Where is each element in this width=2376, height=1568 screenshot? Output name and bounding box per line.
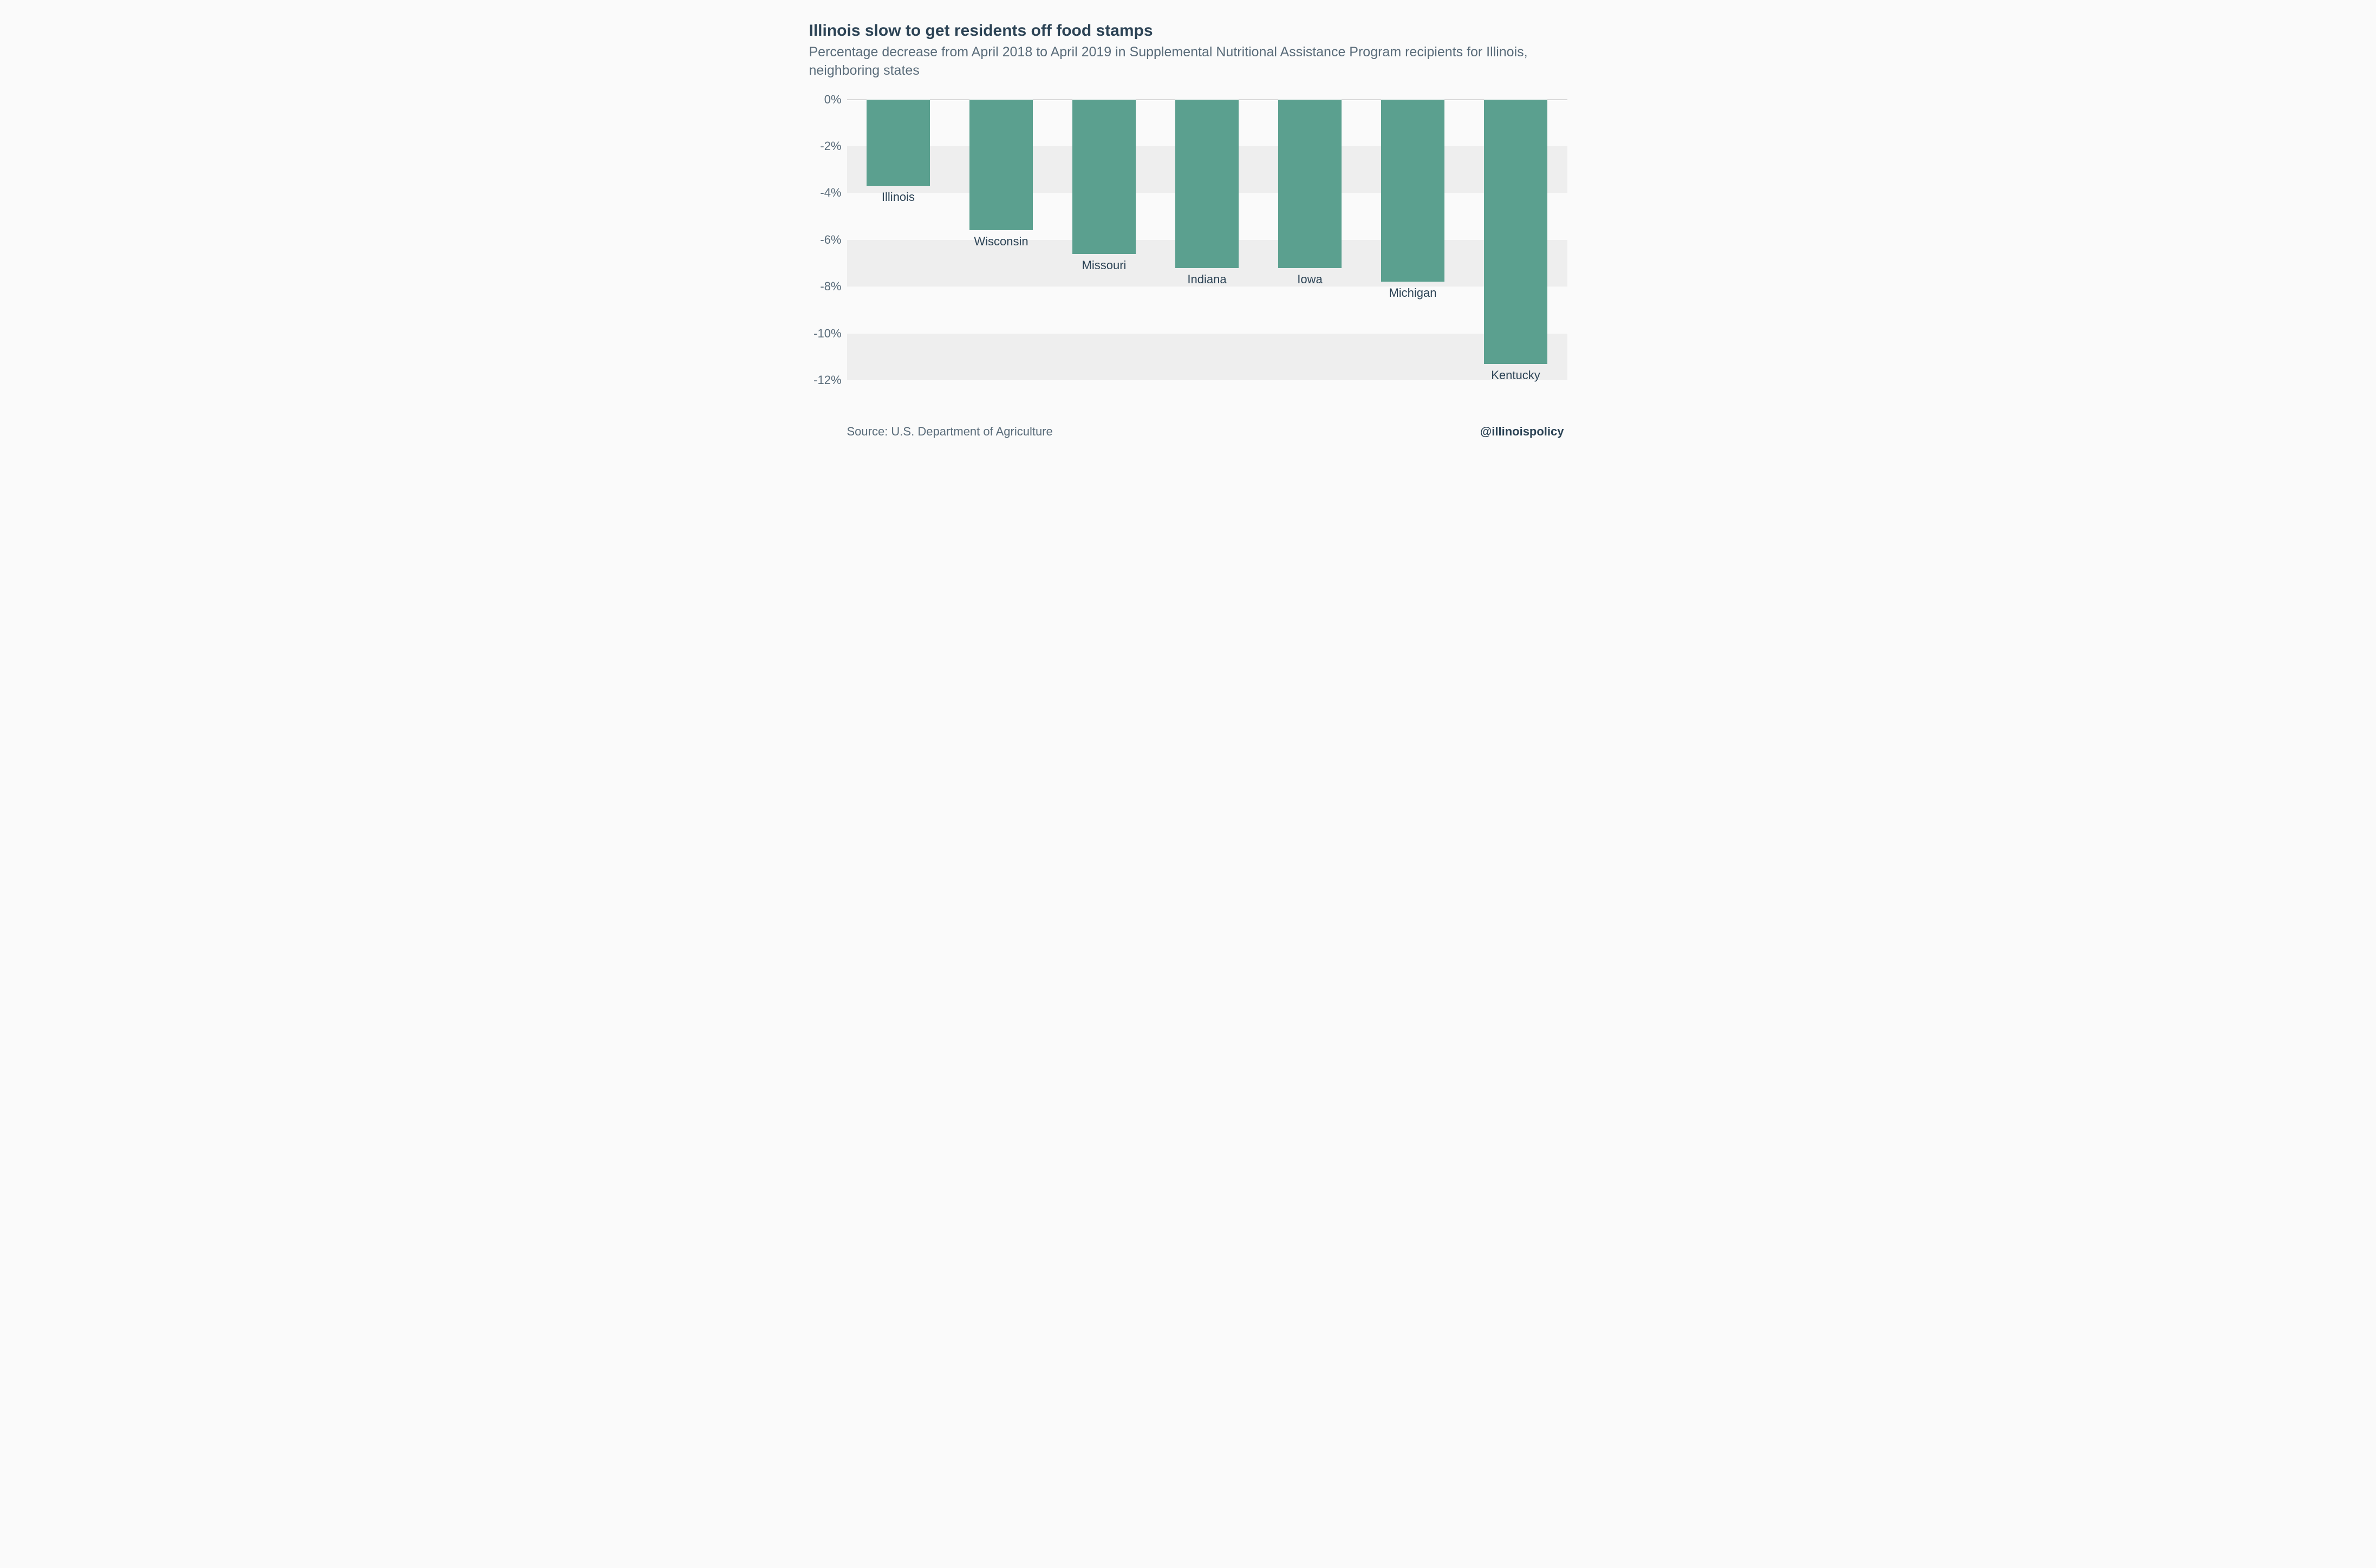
bar-column: Illinois <box>847 100 950 392</box>
bar <box>1381 100 1445 282</box>
plot-area: 0%-2%-4%-6%-8%-10%-12% IllinoisWisconsin… <box>809 100 1567 392</box>
chart-source: Source: U.S. Department of Agriculture <box>847 425 1053 439</box>
y-tick-label: -12% <box>813 373 841 387</box>
chart-subtitle: Percentage decrease from April 2018 to A… <box>809 43 1567 80</box>
bar-label: Missouri <box>1082 258 1127 272</box>
y-tick-label: 0% <box>824 93 842 107</box>
bar-label: Kentucky <box>1491 368 1540 382</box>
bar-column: Iowa <box>1259 100 1362 392</box>
bar-column: Indiana <box>1156 100 1259 392</box>
bar-column: Kentucky <box>1464 100 1567 392</box>
bar-column: Wisconsin <box>950 100 1053 392</box>
bars-row: Illinois Wisconsin Missouri Indiana Iowa Mich… <box>847 100 1567 392</box>
bar <box>969 100 1033 231</box>
chart-footer: Source: U.S. Department of Agriculture @… <box>809 425 1567 439</box>
bar <box>867 100 930 186</box>
chart-handle: @illinoispolicy <box>1480 425 1564 439</box>
bar <box>1484 100 1548 364</box>
chart-container: Illinois slow to get residents off food … <box>809 22 1567 439</box>
bar-label: Michigan <box>1389 286 1436 300</box>
bar-column: Missouri <box>1053 100 1156 392</box>
chart-title: Illinois slow to get residents off food … <box>809 22 1567 40</box>
bar-label: Indiana <box>1187 272 1226 287</box>
bar <box>1072 100 1136 254</box>
y-tick-label: -4% <box>820 186 841 200</box>
y-axis: 0%-2%-4%-6%-8%-10%-12% <box>809 100 847 392</box>
bar <box>1175 100 1239 268</box>
bar-label: Wisconsin <box>974 235 1028 249</box>
y-tick-label: -2% <box>820 139 841 153</box>
bar <box>1278 100 1342 268</box>
bar-column: Michigan <box>1362 100 1464 392</box>
bar-label: Illinois <box>882 190 915 204</box>
y-tick-label: -10% <box>813 327 841 341</box>
y-tick-label: -8% <box>820 279 841 294</box>
bar-label: Iowa <box>1297 272 1322 287</box>
y-tick-label: -6% <box>820 233 841 247</box>
